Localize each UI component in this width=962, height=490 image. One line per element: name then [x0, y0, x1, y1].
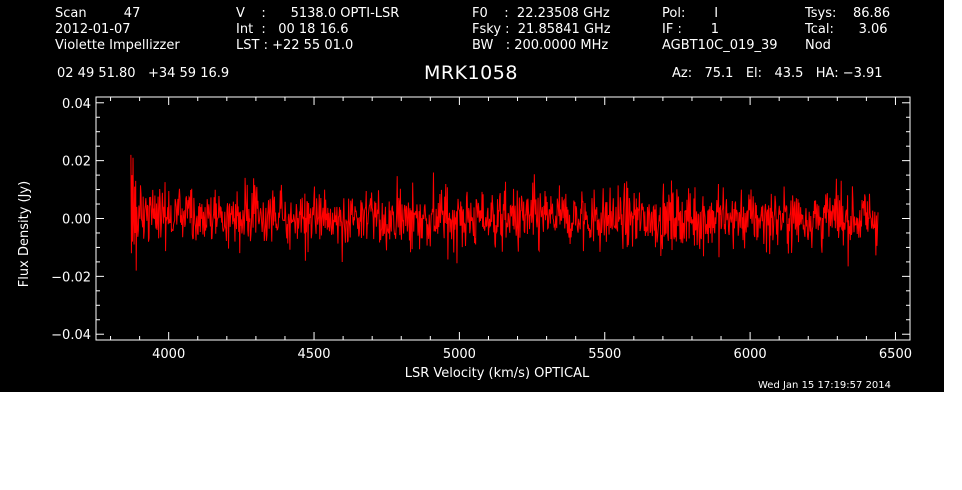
integration-label: Int : 00 18 16.6	[236, 22, 349, 37]
az-el-ha-label: Az: 75.1 El: 43.5 HA: −3.91	[672, 66, 883, 81]
project-label: AGBT10C_019_39	[662, 38, 778, 53]
observer-label: Violette Impellizzer	[55, 38, 180, 53]
x-tick-label: 4500	[297, 347, 330, 362]
y-tick-label: −0.04	[51, 328, 91, 343]
x-tick-label: 5500	[588, 347, 621, 362]
lst-label: LST : +22 55 01.0	[236, 38, 354, 53]
y-tick-label: −0.02	[51, 270, 91, 285]
date-label: 2012-01-07	[55, 22, 131, 37]
x-tick-label: 4000	[152, 347, 185, 362]
if-label: IF : 1	[662, 22, 720, 37]
axis-ticks: 4000 4500 5000 5500 6000 6500 −0.04 −0.02 0.00 0.…	[51, 97, 912, 362]
scan-label: Scan 47	[55, 6, 141, 21]
x-tick-label: 5000	[443, 347, 476, 362]
y-tick-label: 0.04	[62, 97, 91, 112]
spectrum-chart: 4000 4500 5000 5500 6000 6500 −0.04 −0.02 0.00 0.…	[17, 96, 912, 381]
velocity-label: V : 5138.0 OPTI-LSR	[236, 6, 400, 21]
timestamp-label: Wed Jan 15 17:19:57 2014	[758, 380, 892, 391]
spectrum-series-line	[130, 154, 879, 271]
x-tick-label: 6500	[879, 347, 912, 362]
bandwidth-label: BW : 200.0000 MHz	[472, 38, 609, 53]
coordinates-label: 02 49 51.80 +34 59 16.9	[57, 66, 230, 81]
pol-label: Pol: I	[662, 6, 719, 21]
mode-label: Nod	[805, 38, 831, 53]
y-tick-label: 0.02	[62, 155, 91, 170]
y-axis-label: Flux Density (Jy)	[17, 181, 32, 287]
tcal-label: Tcal: 3.06	[805, 22, 888, 37]
spectrum-trace-layer	[130, 154, 879, 271]
y-tick-label: 0.00	[62, 213, 91, 228]
tsys-label: Tsys: 86.86	[805, 6, 891, 21]
x-axis-label: LSR Velocity (km/s) OPTICAL	[405, 366, 590, 381]
f0-label: F0 : 22.23508 GHz	[472, 6, 610, 21]
fsky-label: Fsky : 21.85841 GHz	[472, 22, 611, 37]
source-title: MRK1058	[424, 62, 518, 84]
plot-panel: Scan 47 2012-01-07 Violette Impellizzer …	[0, 0, 944, 392]
x-tick-label: 6000	[734, 347, 767, 362]
